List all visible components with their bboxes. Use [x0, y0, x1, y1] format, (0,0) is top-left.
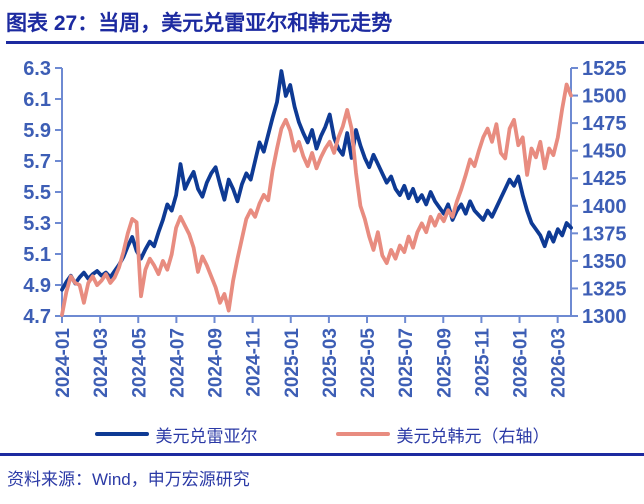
fx-line-chart: 6.36.15.95.75.55.35.14.94.71525150014751… [23, 58, 627, 398]
svg-text:5.7: 5.7 [23, 151, 51, 173]
svg-text:2024-01: 2024-01 [53, 328, 74, 398]
krw-line-swatch [335, 432, 390, 436]
svg-text:2026-03: 2026-03 [549, 328, 570, 398]
source-note: 资料来源：Wind，申万宏源研究 [7, 470, 250, 489]
svg-text:2024-05: 2024-05 [129, 328, 150, 398]
svg-text:1300: 1300 [582, 306, 627, 328]
svg-text:4.9: 4.9 [23, 275, 51, 297]
svg-text:1425: 1425 [582, 168, 627, 190]
brl-line-swatch [94, 432, 149, 436]
legend-item-brl: 美元兑雷亚尔 [94, 422, 258, 447]
svg-text:2025-01: 2025-01 [282, 328, 303, 398]
left-axis: 6.3 6.1 5.9 5.7 5.5 5.3 5.1 4.9 4.7 [23, 58, 62, 328]
svg-text:2024-07: 2024-07 [167, 328, 188, 398]
svg-text:1400: 1400 [582, 196, 627, 218]
svg-text:4.7: 4.7 [23, 306, 51, 328]
title-underline [6, 41, 644, 44]
krw-legend-label: 美元兑韩元（右轴） [396, 426, 550, 446]
svg-text:1350: 1350 [582, 251, 627, 273]
legend-item-krw: 美元兑韩元（右轴） [335, 422, 550, 447]
footer-divider [0, 453, 644, 456]
page-title: 图表 27：当周，美元兑雷亚尔和韩元走势 [6, 12, 393, 35]
svg-text:1500: 1500 [582, 86, 627, 108]
svg-text:1525: 1525 [582, 58, 627, 80]
x-axis: 2024-01 2024-03 2024-05 2024-07 2024-09 2024-… [53, 316, 570, 398]
figure-header: 图表 27：当周，美元兑雷亚尔和韩元走势 [0, 0, 644, 44]
svg-text:2025-03: 2025-03 [320, 328, 341, 398]
svg-text:5.1: 5.1 [23, 244, 51, 266]
brl-legend-label: 美元兑雷亚尔 [155, 426, 258, 446]
right-axis: 1525 1500 1475 1450 1425 1400 1375 1350 1325 1300 [571, 58, 627, 328]
svg-text:5.9: 5.9 [23, 120, 51, 142]
svg-text:2025-07: 2025-07 [396, 328, 417, 398]
svg-text:1475: 1475 [582, 113, 627, 135]
svg-text:6.3: 6.3 [23, 58, 51, 80]
svg-text:2025-11: 2025-11 [472, 328, 493, 397]
krw-series-line [60, 82, 573, 317]
svg-text:2024-03: 2024-03 [91, 328, 112, 398]
svg-text:2024-09: 2024-09 [206, 328, 227, 398]
svg-text:2025-09: 2025-09 [434, 328, 455, 398]
svg-text:1375: 1375 [582, 223, 627, 245]
svg-text:2024-11: 2024-11 [244, 328, 265, 397]
svg-text:1450: 1450 [582, 141, 627, 163]
svg-text:1325: 1325 [582, 278, 627, 300]
svg-text:6.1: 6.1 [23, 89, 51, 111]
svg-text:5.3: 5.3 [23, 213, 51, 235]
svg-text:5.5: 5.5 [23, 182, 51, 204]
chart-legend: 美元兑雷亚尔 美元兑韩元（右轴） [0, 422, 644, 446]
svg-text:2026-01: 2026-01 [511, 328, 532, 398]
svg-text:2025-05: 2025-05 [358, 328, 379, 398]
brl-series-line [60, 69, 573, 292]
